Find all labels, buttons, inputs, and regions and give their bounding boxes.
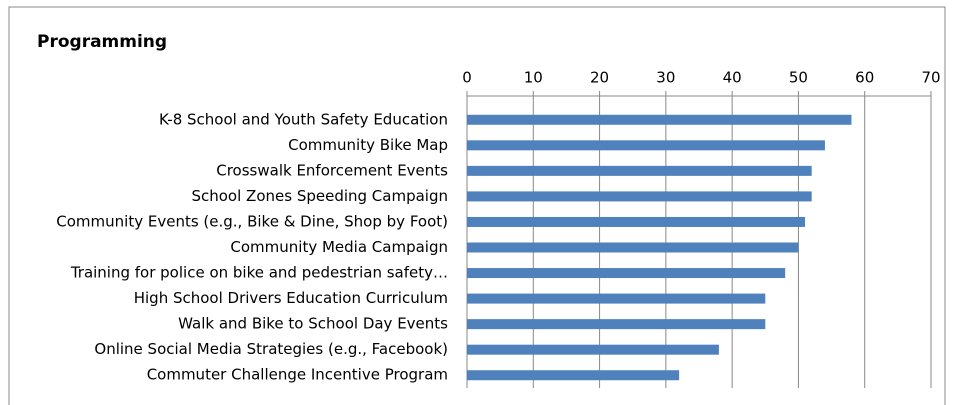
y-tick-label: K-8 School and Youth Safety Education [159,110,448,128]
y-tick-label: School Zones Speeding Campaign [191,187,448,205]
x-tick-label: 40 [723,69,742,87]
x-tick-label: 10 [524,69,543,87]
x-tick-label: 70 [921,69,940,87]
y-tick-label: High School Drivers Education Curriculum [134,289,448,307]
bar [467,370,680,381]
chart-border [8,6,946,405]
chart-title: Programming [37,32,167,52]
y-tick-label: Community Bike Map [288,136,448,154]
y-tick-label: Commuter Challenge Incentive Program [147,366,448,384]
bar [467,319,766,330]
bar [467,114,852,125]
x-tick-label: 50 [789,69,808,87]
y-tick-label: Crosswalk Enforcement Events [216,161,448,179]
bar [467,140,825,151]
bar [467,191,812,202]
y-tick-label: Training for police on bike and pedestri… [70,264,448,282]
y-tick-label: Community Events (e.g., Bike & Dine, Sho… [56,212,448,230]
y-tick-label: Community Media Campaign [230,238,448,256]
bar [467,344,719,355]
bar [467,293,766,304]
x-tick-label: 30 [656,69,675,87]
bar [467,242,799,253]
x-tick-label: 60 [855,69,874,87]
bar [467,268,786,279]
y-tick-label: Walk and Bike to School Day Events [178,315,448,333]
bar [467,165,812,176]
x-tick-label: 20 [590,69,609,87]
x-tick-label: 0 [462,69,472,87]
bar [467,216,806,227]
y-tick-label: Online Social Media Strategies (e.g., Fa… [94,340,448,358]
